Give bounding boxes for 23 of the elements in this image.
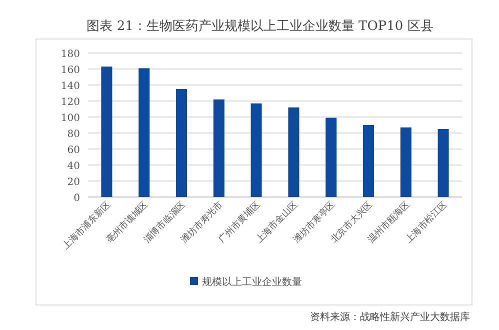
y-tick-label: 20 (67, 177, 80, 188)
y-tick-label: 80 (67, 129, 80, 140)
bar (288, 107, 300, 197)
text: 资料来源：战略性新兴产业大数据库 (310, 311, 470, 323)
legend-label: 规模以上工业企业数量 (202, 276, 302, 288)
bar (176, 89, 187, 197)
y-tick-label: 60 (67, 145, 80, 156)
bar (363, 125, 374, 197)
y-tick-label: 160 (60, 65, 80, 76)
y-tick-label: 100 (60, 113, 80, 124)
y-tick-label: 0 (74, 193, 80, 204)
y-tick-label: 120 (60, 97, 80, 108)
y-tick-label: 180 (60, 49, 80, 60)
bar (138, 68, 150, 197)
y-tick-label: 40 (67, 161, 80, 172)
bar (438, 129, 449, 197)
y-tick-label: 140 (60, 81, 80, 92)
bar (400, 127, 412, 197)
bar (213, 99, 224, 197)
bar (250, 103, 262, 197)
bar (326, 118, 337, 197)
chart-title: 图表 21：生物医药产业规模以上工业企业数量 TOP10 区县 (86, 19, 434, 34)
bar (101, 66, 112, 197)
